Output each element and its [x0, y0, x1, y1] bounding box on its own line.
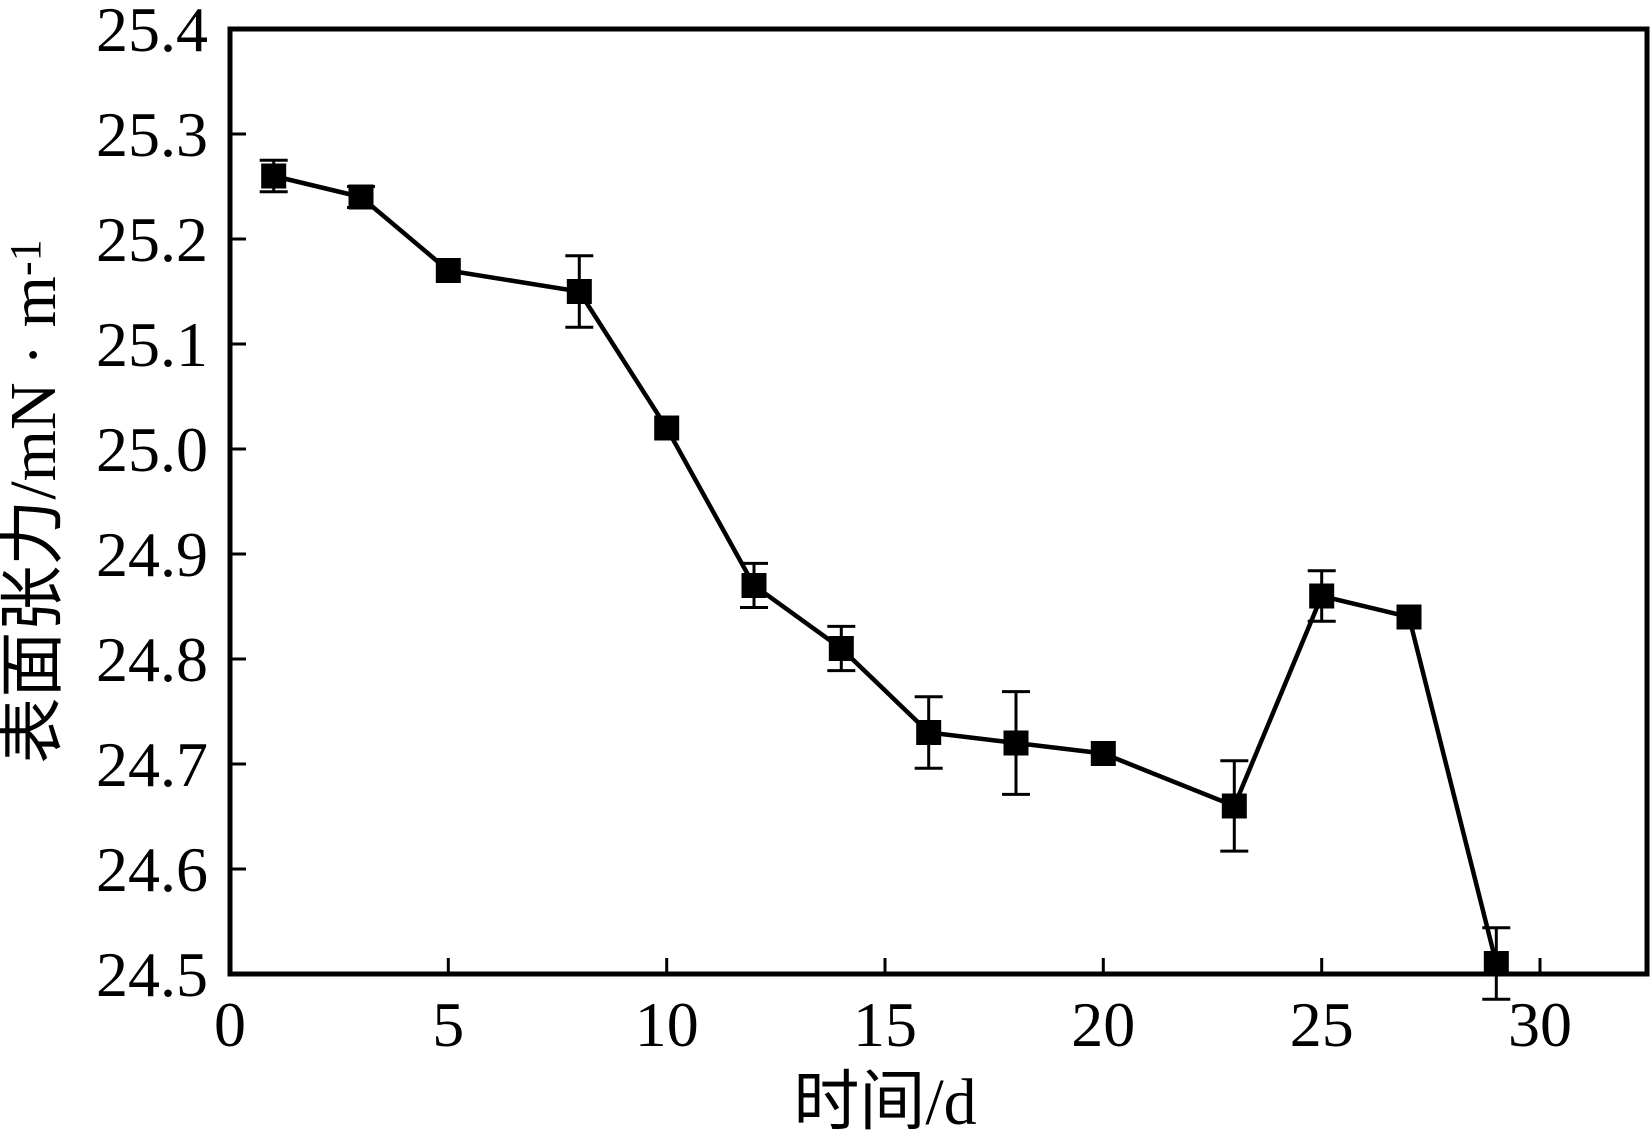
svg-text:15: 15 — [853, 989, 917, 1060]
svg-text:10: 10 — [635, 989, 699, 1060]
svg-text:25.3: 25.3 — [96, 99, 208, 170]
svg-text:0: 0 — [214, 989, 246, 1060]
svg-text:25.0: 25.0 — [96, 414, 208, 485]
svg-text:24.8: 24.8 — [96, 624, 208, 695]
svg-text:24.7: 24.7 — [96, 729, 208, 800]
svg-text:25.1: 25.1 — [96, 309, 208, 380]
svg-text:表面张力/mN · m-1: 表面张力/mN · m-1 — [0, 239, 70, 763]
svg-text:24.6: 24.6 — [96, 834, 208, 905]
svg-text:24.5: 24.5 — [96, 939, 208, 1010]
svg-text:25: 25 — [1290, 989, 1354, 1060]
svg-text:24.9: 24.9 — [96, 519, 208, 590]
svg-text:30: 30 — [1508, 989, 1572, 1060]
svg-text:20: 20 — [1071, 989, 1135, 1060]
svg-text:时间/d: 时间/d — [793, 1066, 976, 1139]
svg-text:25.2: 25.2 — [96, 204, 208, 275]
svg-text:25.4: 25.4 — [96, 0, 208, 65]
svg-text:5: 5 — [432, 989, 464, 1060]
